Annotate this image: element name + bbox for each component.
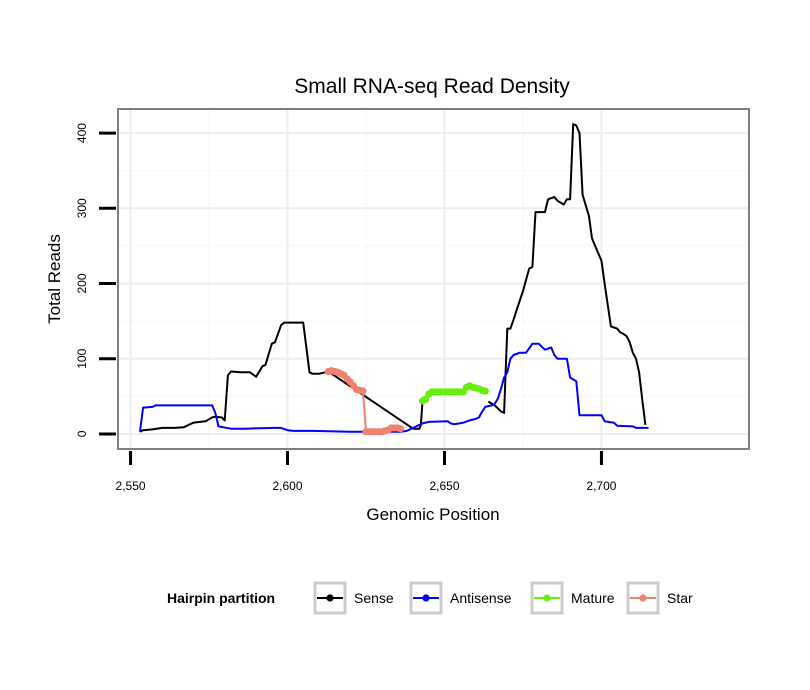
y-tick-label: 200: [75, 273, 89, 293]
series-line-sense: [487, 123, 647, 426]
series-layer: [139, 123, 649, 436]
legend-key-dot: [326, 594, 334, 602]
series-antisense: [139, 342, 649, 433]
legend-label: Antisense: [450, 590, 512, 606]
x-tick-label: 2,550: [116, 479, 146, 493]
series-line-antisense: [139, 342, 649, 433]
y-tick-label: 400: [75, 123, 89, 143]
series-star: [324, 367, 405, 436]
x-tick-label: 2,600: [273, 479, 303, 493]
chart-title: Small RNA-seq Read Density: [294, 75, 570, 98]
legend-label: Mature: [571, 590, 615, 606]
x-axis: 2,550 2,600 2,650 2,700: [116, 451, 617, 493]
legend: Hairpin partition Sense Antisense Mature St…: [167, 581, 693, 615]
x-tick-label: 2,700: [586, 479, 616, 493]
series-sense: [139, 321, 424, 433]
plot-panel: [118, 109, 749, 449]
data-point-star: [359, 387, 367, 395]
legend-title: Hairpin partition: [167, 590, 275, 606]
data-point-mature: [422, 395, 430, 403]
x-axis-title: Genomic Position: [366, 505, 499, 524]
grid-lines: [118, 109, 749, 449]
data-point-mature: [481, 387, 489, 395]
legend-item-antisense: Antisense: [409, 581, 512, 615]
series-sense: [487, 123, 647, 426]
legend-keys: Sense Antisense Mature Star: [313, 581, 693, 615]
legend-key-dot: [639, 594, 647, 602]
legend-label: Star: [667, 590, 693, 606]
legend-item-star: Star: [626, 581, 693, 615]
legend-key-dot: [422, 594, 430, 602]
y-tick-label: 100: [75, 348, 89, 368]
plot-border: [117, 108, 750, 450]
legend-key-dot: [543, 594, 551, 602]
legend-item-sense: Sense: [313, 581, 394, 615]
legend-item-mature: Mature: [530, 581, 615, 615]
series-line-sense: [139, 321, 424, 433]
data-point-star: [396, 425, 405, 433]
x-tick-label: 2,650: [429, 479, 459, 493]
y-tick-label: 0: [75, 430, 89, 437]
legend-label: Sense: [354, 590, 394, 606]
series-mature: [418, 382, 489, 405]
y-tick-label: 300: [75, 198, 89, 218]
y-axis: 0 100 200 300 400: [75, 123, 116, 437]
y-axis-title: Total Reads: [45, 234, 64, 324]
